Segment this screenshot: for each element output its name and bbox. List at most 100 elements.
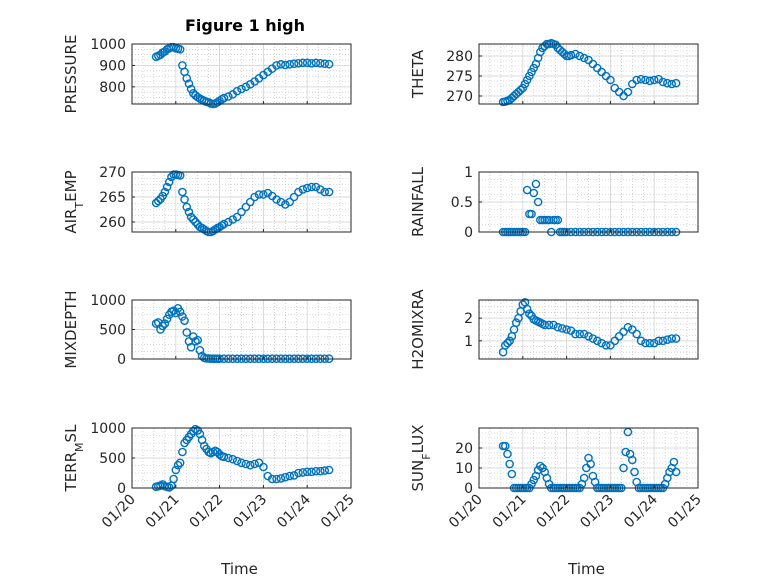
y-tick-label: 1000 bbox=[90, 293, 126, 309]
data-point bbox=[320, 466, 330, 475]
data-point bbox=[320, 187, 330, 197]
data-point bbox=[250, 459, 259, 469]
data-point bbox=[316, 185, 325, 194]
x-tick-label: 01/23 bbox=[230, 492, 270, 532]
x-tick-label: 01/22 bbox=[534, 492, 574, 532]
data-point bbox=[175, 45, 185, 54]
data-point bbox=[298, 468, 308, 477]
axes-box bbox=[131, 43, 352, 105]
data-point bbox=[663, 335, 672, 345]
data-point bbox=[189, 215, 198, 224]
data-point bbox=[276, 197, 286, 207]
data-point bbox=[540, 320, 550, 330]
data-point bbox=[162, 314, 172, 324]
x-tick-label: 01/21 bbox=[143, 492, 183, 532]
data-point bbox=[186, 84, 196, 94]
data-point bbox=[241, 202, 251, 212]
data-point bbox=[610, 336, 620, 346]
data-point bbox=[579, 329, 589, 339]
data-point bbox=[171, 308, 181, 318]
data-point bbox=[649, 75, 659, 85]
data-point bbox=[671, 78, 681, 88]
data-point bbox=[630, 467, 639, 477]
data-point bbox=[224, 217, 233, 227]
data-point bbox=[575, 51, 585, 61]
data-point bbox=[237, 207, 246, 217]
y-tick-label: 20 bbox=[455, 441, 473, 457]
data-point bbox=[289, 192, 299, 202]
y-tick-label: 1 bbox=[464, 334, 473, 350]
data-point bbox=[507, 469, 517, 479]
data-point bbox=[586, 459, 595, 469]
data-point bbox=[636, 336, 646, 346]
data-point bbox=[522, 304, 532, 314]
figure-title: Figure 1 high bbox=[185, 16, 305, 35]
axes-box bbox=[478, 427, 699, 489]
data-point bbox=[641, 338, 650, 348]
y-axis-label: RAINFALL bbox=[409, 166, 427, 237]
subplot-air-temp: 260 265 270 AIRTEMP bbox=[62, 165, 352, 237]
data-point bbox=[298, 58, 308, 68]
data-point bbox=[298, 185, 308, 194]
data-point bbox=[178, 187, 187, 197]
data-point bbox=[623, 322, 633, 332]
data-point bbox=[186, 342, 196, 352]
y-axis-label: TERRMSL bbox=[62, 424, 86, 493]
subplot-rainfall: 0 0.5 1 RAINFALL bbox=[409, 165, 699, 241]
data-point bbox=[280, 60, 290, 70]
data-point bbox=[276, 474, 286, 483]
data-point bbox=[289, 471, 299, 480]
data-point bbox=[160, 319, 170, 328]
data-point bbox=[294, 187, 303, 197]
y-tick-label: 1 bbox=[464, 165, 473, 181]
y-axis-label: MIXDEPTH bbox=[62, 290, 80, 368]
data-point bbox=[241, 82, 251, 92]
data-point bbox=[311, 466, 321, 476]
data-point bbox=[503, 338, 512, 348]
data-point bbox=[658, 336, 668, 346]
data-point bbox=[518, 300, 528, 309]
y-tick-label: 270 bbox=[99, 165, 126, 181]
data-point bbox=[636, 74, 646, 84]
y-tick-label: 900 bbox=[99, 58, 126, 74]
data-point bbox=[671, 467, 681, 477]
data-point bbox=[619, 327, 628, 337]
data-point bbox=[628, 455, 637, 465]
x-tick-label: 01/24 bbox=[621, 491, 661, 531]
data-point bbox=[324, 465, 334, 475]
data-point bbox=[184, 207, 194, 217]
data-point bbox=[237, 458, 246, 468]
data-point bbox=[186, 212, 196, 222]
data-point bbox=[516, 85, 525, 95]
y-tick-label: 800 bbox=[99, 80, 126, 96]
data-point bbox=[566, 50, 576, 60]
y-axis-label: SUNFLUX bbox=[409, 425, 433, 492]
data-point bbox=[671, 334, 681, 343]
data-point bbox=[621, 447, 631, 457]
data-point bbox=[553, 322, 563, 332]
y-axis-label: H2OMIXRA bbox=[409, 289, 427, 370]
data-point bbox=[575, 329, 585, 339]
x-tick-label: 01/25 bbox=[318, 492, 358, 532]
data-point bbox=[597, 338, 606, 348]
axes-box bbox=[478, 299, 699, 360]
data-point bbox=[182, 73, 192, 83]
data-point bbox=[645, 338, 655, 348]
x-tick-label: 01/23 bbox=[577, 492, 617, 532]
x-axis-label: Time bbox=[220, 560, 258, 578]
data-point bbox=[316, 58, 325, 68]
data-point bbox=[191, 217, 200, 227]
data-point bbox=[219, 219, 229, 229]
data-point bbox=[272, 195, 281, 204]
data-point bbox=[276, 60, 286, 69]
data-point bbox=[641, 75, 650, 85]
data-point bbox=[245, 197, 255, 207]
data-point bbox=[614, 332, 624, 341]
y-tick-label: 500 bbox=[99, 323, 126, 339]
data-point bbox=[178, 312, 187, 321]
data-point bbox=[562, 325, 571, 334]
data-point bbox=[601, 341, 611, 350]
data-point bbox=[324, 187, 334, 197]
y-tick-label: 0 bbox=[117, 352, 126, 368]
x-tick-label: 01/25 bbox=[665, 492, 705, 532]
